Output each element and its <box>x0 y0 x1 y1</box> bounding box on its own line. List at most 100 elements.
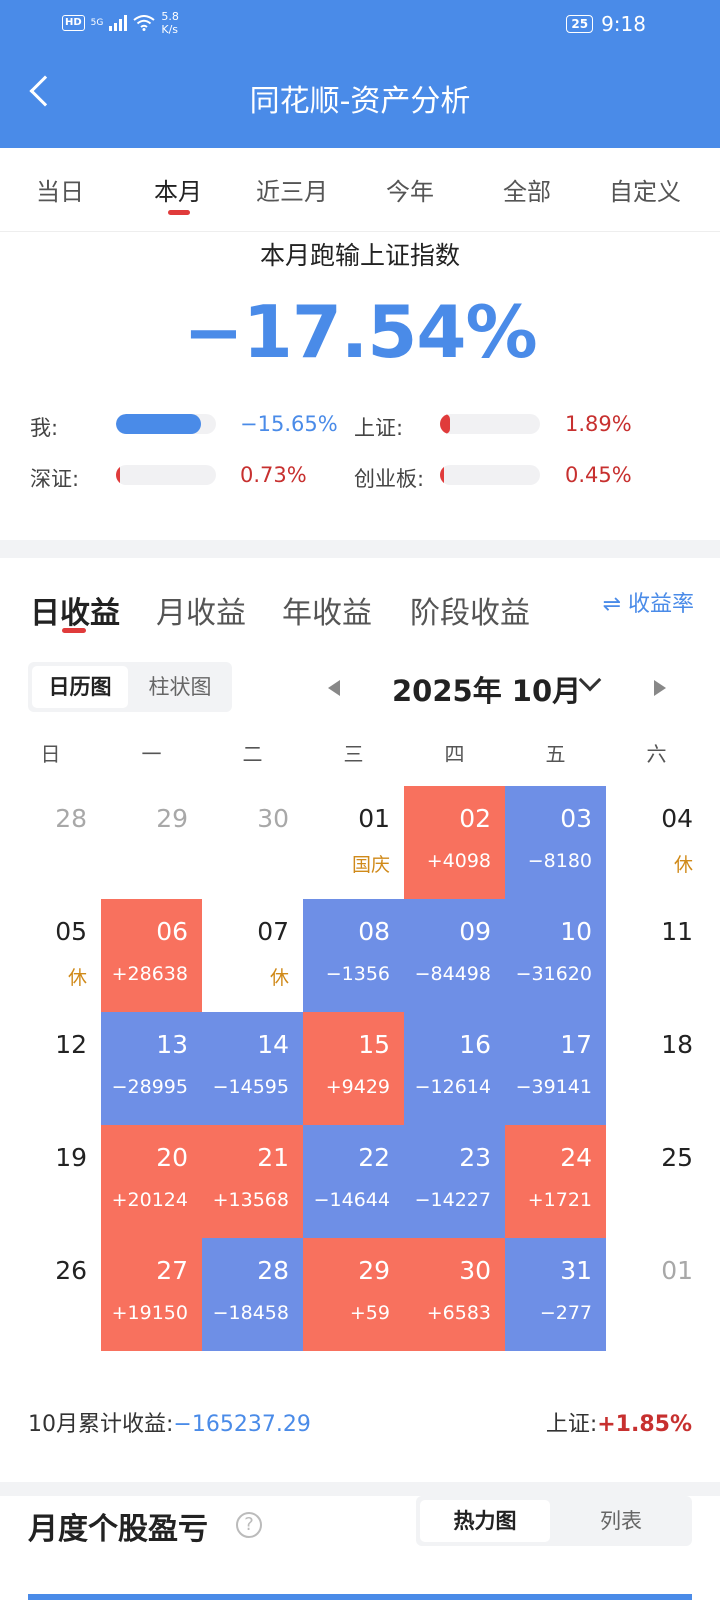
calendar-day[interactable]: 15 +9429 <box>303 1012 404 1125</box>
calendar-day[interactable]: 22 −14644 <box>303 1125 404 1238</box>
day-earnings: −8180 <box>527 850 592 872</box>
calendar-day[interactable]: 21 +13568 <box>202 1125 303 1238</box>
day-number: 31 <box>560 1256 592 1285</box>
calendar-day[interactable]: 06 +28638 <box>101 899 202 1012</box>
calendar-day[interactable]: 19 <box>0 1125 101 1238</box>
compare-value-me: −15.65% <box>240 412 338 436</box>
calendar-day[interactable]: 30 +6583 <box>404 1238 505 1351</box>
calendar-day[interactable]: 27 +19150 <box>101 1238 202 1351</box>
calendar-view-button[interactable]: 日历图 <box>32 666 128 708</box>
calendar-day[interactable]: 14 −14595 <box>202 1012 303 1125</box>
compare-bar-me <box>116 414 216 434</box>
weekday-label: 六 <box>646 742 667 766</box>
heatmap-preview <box>28 1594 692 1600</box>
compare-label-sz: 深证: <box>30 467 80 491</box>
calendar-day[interactable]: 23 −14227 <box>404 1125 505 1238</box>
tab-monthly-earnings[interactable]: 月收益 <box>156 596 246 631</box>
calendar-day[interactable]: 12 <box>0 1012 101 1125</box>
calendar-day[interactable]: 07 休 <box>202 899 303 1012</box>
tab-this-year[interactable]: 今年 <box>386 178 434 206</box>
month-label[interactable]: 2025年 10月 <box>392 674 582 708</box>
compare-value-sh: 1.89% <box>565 412 632 436</box>
day-earnings: −1356 <box>325 963 390 985</box>
day-number: 24 <box>560 1143 592 1172</box>
calendar-day[interactable]: 05 休 <box>0 899 101 1012</box>
day-earnings: −39141 <box>515 1076 592 1098</box>
battery-icon: 25 <box>566 15 594 33</box>
day-number: 27 <box>156 1256 188 1285</box>
calendar-grid: 28 29 30 01 国庆 02 +4098 03 −8180 04 休 05 休 06 +28638 07… <box>0 786 720 1351</box>
day-number: 05 <box>55 917 87 946</box>
tab-yearly-earnings[interactable]: 年收益 <box>282 596 372 631</box>
weekday-label: 五 <box>545 742 566 766</box>
calendar-day[interactable]: 18 <box>606 1012 707 1125</box>
list-view-button[interactable]: 列表 <box>600 1509 642 1533</box>
calendar-day[interactable]: 11 <box>606 899 707 1012</box>
calendar-day[interactable]: 31 −277 <box>505 1238 606 1351</box>
calendar-day[interactable]: 04 休 <box>606 786 707 899</box>
index-change-label: 上证: <box>545 1412 598 1437</box>
day-earnings: −84498 <box>414 963 491 985</box>
day-number: 26 <box>55 1256 87 1285</box>
day-number: 15 <box>358 1030 390 1059</box>
signal-icon <box>109 15 128 31</box>
bar-view-button[interactable]: 柱状图 <box>148 675 212 699</box>
calendar-day[interactable]: 10 −31620 <box>505 899 606 1012</box>
tab-three-months[interactable]: 近三月 <box>256 178 328 206</box>
weekday-label: 四 <box>444 742 465 766</box>
tab-today[interactable]: 当日 <box>36 178 84 206</box>
prev-triangle-icon[interactable] <box>328 680 340 696</box>
calendar-day[interactable]: 26 <box>0 1238 101 1351</box>
day-number: 21 <box>257 1143 289 1172</box>
day-number: 11 <box>661 917 693 946</box>
day-number: 18 <box>661 1030 693 1059</box>
active-earnings-tab-indicator <box>62 628 86 633</box>
tab-all[interactable]: 全部 <box>503 178 551 206</box>
holiday-note: 国庆 <box>351 854 390 876</box>
calendar-day[interactable]: 01 国庆 <box>303 786 404 899</box>
day-number: 16 <box>459 1030 491 1059</box>
calendar-day[interactable]: 28 −18458 <box>202 1238 303 1351</box>
day-earnings: −31620 <box>515 963 592 985</box>
heatmap-view-button[interactable]: 热力图 <box>420 1500 550 1542</box>
calendar-day[interactable]: 01 <box>606 1238 707 1351</box>
index-change-value: +1.85% <box>597 1412 692 1437</box>
app-header: HD 5G 5.8 K/s 25 9:18 同花顺-资产分析 <box>0 0 720 148</box>
summary-card: 本月跑输上证指数 −17.54% 我: −15.65% 上证: 1.89% 深证… <box>0 232 720 540</box>
calendar-day[interactable]: 17 −39141 <box>505 1012 606 1125</box>
calendar-day[interactable]: 20 +20124 <box>101 1125 202 1238</box>
calendar-day[interactable]: 16 −12614 <box>404 1012 505 1125</box>
pnl-view-toggle: 热力图 列表 <box>416 1496 692 1546</box>
tab-this-month[interactable]: 本月 <box>154 178 202 206</box>
chevron-down-icon[interactable] <box>578 668 602 692</box>
next-triangle-icon[interactable] <box>654 680 666 696</box>
calendar-day[interactable]: 29 <box>101 786 202 899</box>
calendar-day[interactable]: 08 −1356 <box>303 899 404 1012</box>
calendar-day[interactable]: 13 −28995 <box>101 1012 202 1125</box>
calendar-day[interactable]: 03 −8180 <box>505 786 606 899</box>
calendar-day[interactable]: 30 <box>202 786 303 899</box>
page-title: 同花顺-资产分析 <box>249 84 471 119</box>
compare-bar-sh <box>440 414 540 434</box>
calendar-day[interactable]: 02 +4098 <box>404 786 505 899</box>
tab-daily-earnings[interactable]: 日收益 <box>30 596 120 631</box>
day-number: 09 <box>459 917 491 946</box>
day-number: 22 <box>358 1143 390 1172</box>
stock-pnl-title: 月度个股盈亏 <box>28 1512 208 1547</box>
day-number: 19 <box>55 1143 87 1172</box>
calendar-day[interactable]: 28 <box>0 786 101 899</box>
calendar-day[interactable]: 25 <box>606 1125 707 1238</box>
day-number: 10 <box>560 917 592 946</box>
calendar-day[interactable]: 09 −84498 <box>404 899 505 1012</box>
tab-stage-earnings[interactable]: 阶段收益 <box>410 596 530 631</box>
month-total: 10月累计收益:−165237.29 <box>28 1406 311 1438</box>
calendar-day[interactable]: 29 +59 <box>303 1238 404 1351</box>
tab-custom[interactable]: 自定义 <box>609 178 681 206</box>
rate-toggle-button[interactable]: ⇌ 收益率 <box>602 592 694 617</box>
day-earnings: −14644 <box>313 1189 390 1211</box>
help-icon[interactable]: ? <box>236 1512 262 1538</box>
calendar-day[interactable]: 24 +1721 <box>505 1125 606 1238</box>
month-total-value: −165237.29 <box>173 1412 311 1437</box>
period-tabs: 当日 本月 近三月 今年 全部 自定义 <box>0 148 720 232</box>
